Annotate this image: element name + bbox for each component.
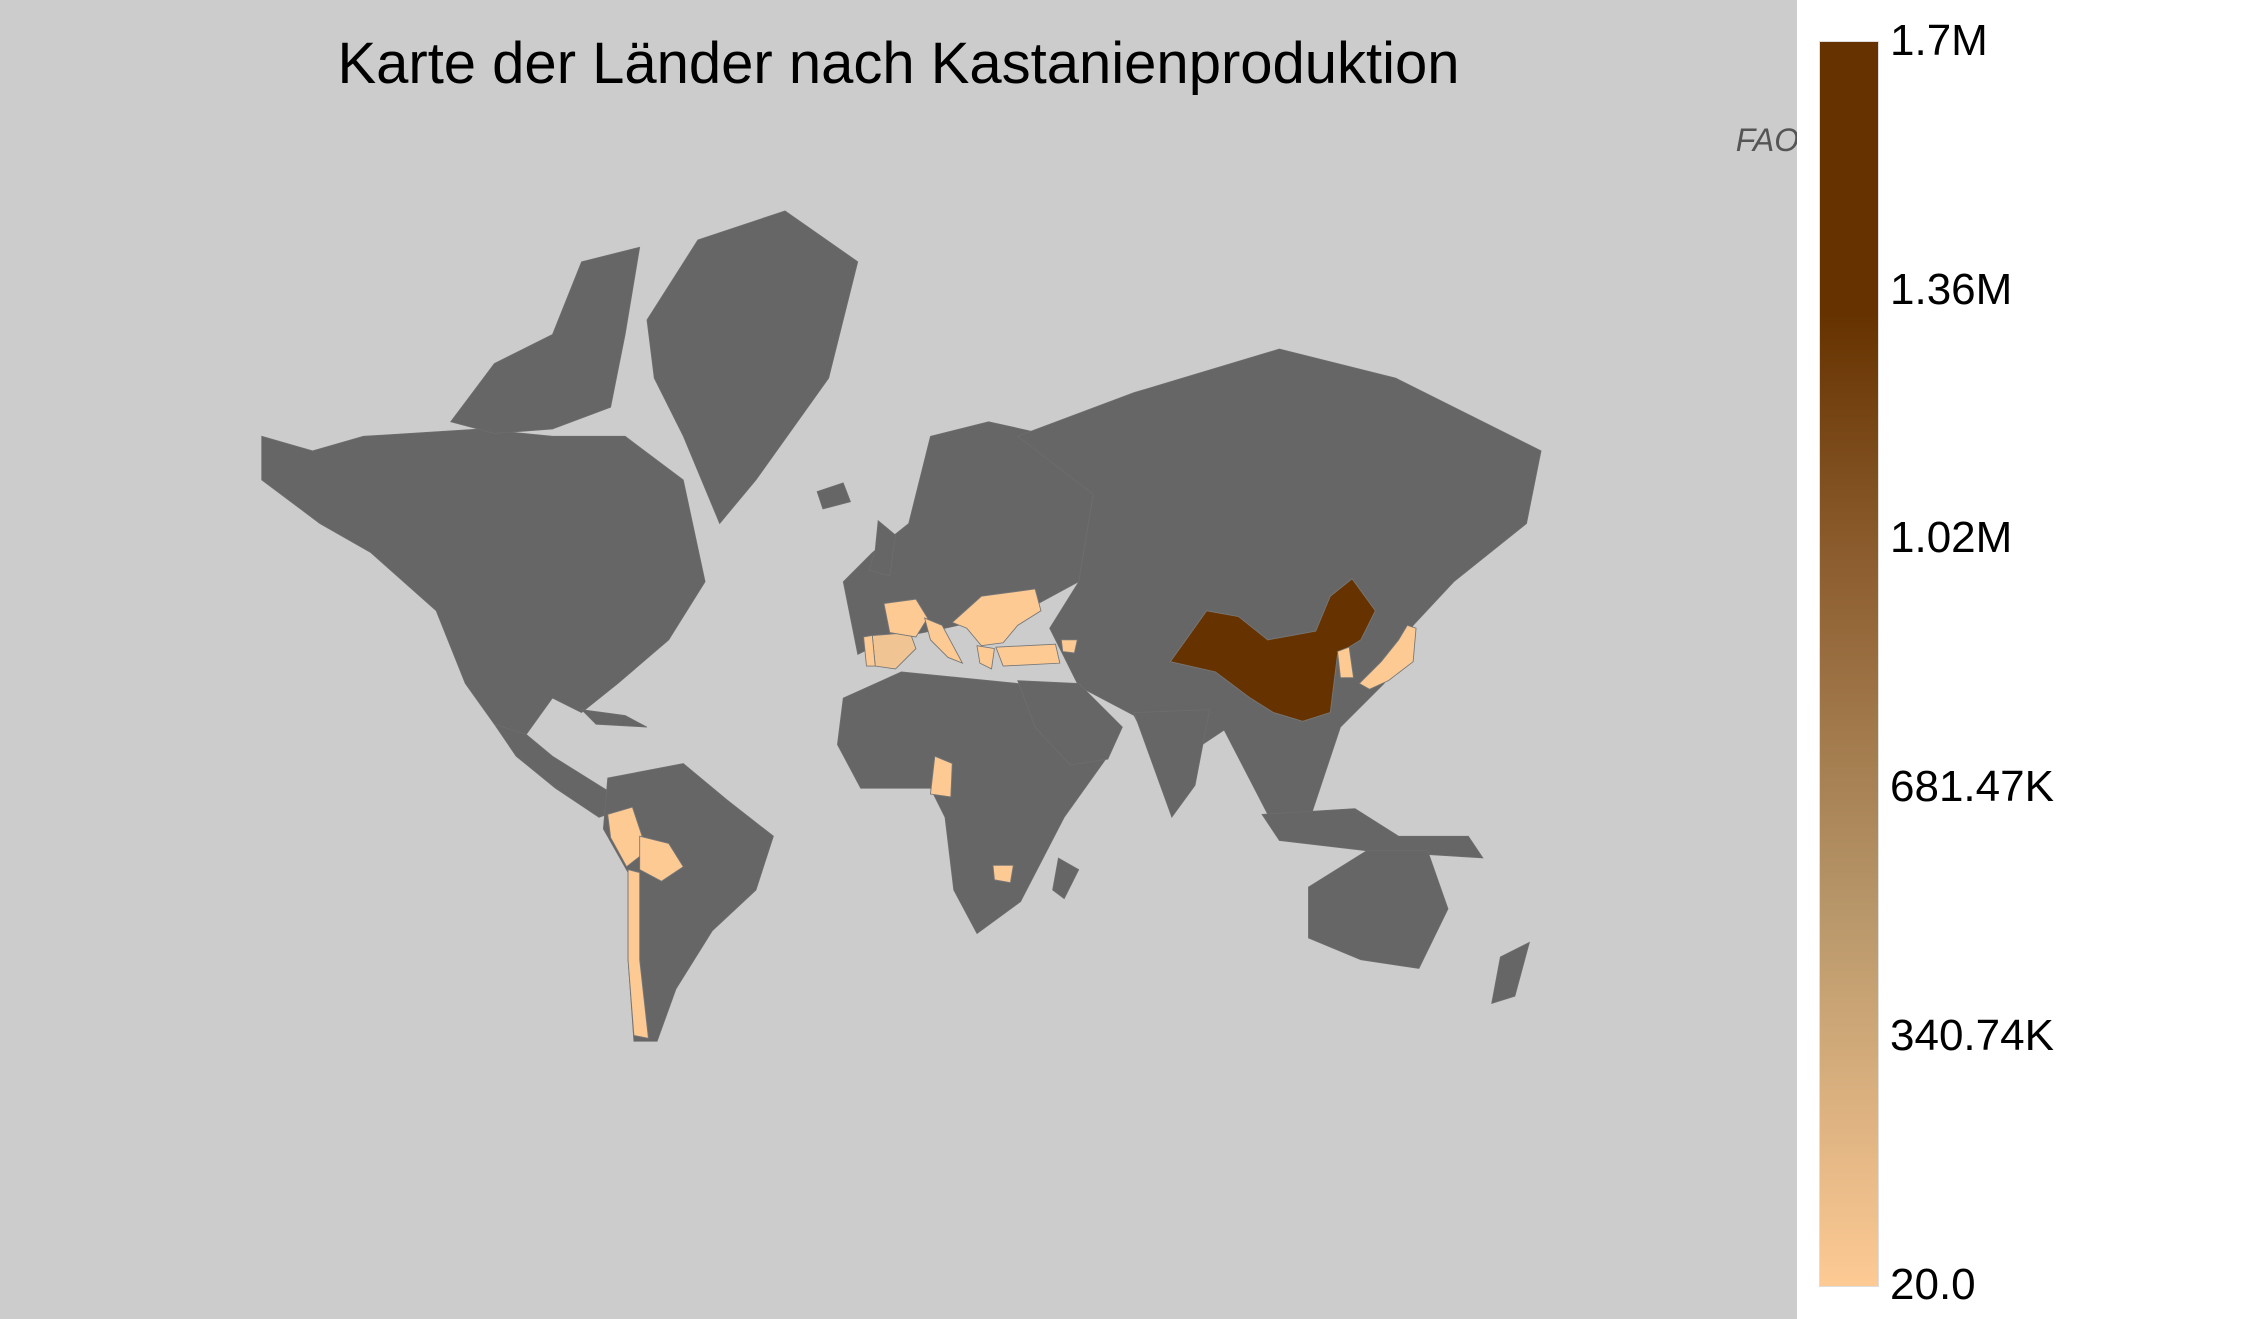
country-greece [976, 645, 995, 670]
country-zimbabwe [992, 864, 1014, 884]
map-title: Karte der Länder nach Kastanienproduktio… [337, 31, 1460, 96]
land-southeast-asia-islands [1261, 808, 1484, 859]
country-azerbaijan [1060, 639, 1078, 654]
land-caribbean [580, 709, 648, 728]
land-uk [868, 519, 896, 577]
country-balkans-ukraine [951, 588, 1042, 647]
country-italy [923, 617, 964, 664]
colorbar-gradient [1819, 41, 1879, 1287]
country-peru [607, 806, 648, 868]
land-iceland [816, 482, 851, 510]
land-new-zealand [1491, 941, 1531, 1004]
country-portugal [863, 634, 876, 667]
colorbar-tick: 1.36M [1890, 265, 2013, 314]
country-japan [1358, 624, 1417, 690]
land-greenland [646, 210, 859, 525]
land-madagascar [1052, 857, 1080, 900]
land-asia [1016, 348, 1542, 815]
country-cameroon [929, 755, 953, 798]
colorbar-tick: 20.0 [1890, 1260, 1976, 1309]
country-spain [871, 632, 917, 670]
country-france [883, 598, 929, 638]
country-bolivia [639, 835, 684, 882]
land-arctic-islands [450, 246, 641, 434]
colorbar-tick: 1.02M [1890, 513, 2013, 562]
country-chile [627, 869, 649, 1039]
colorbar-tick: 681.47K [1890, 762, 2054, 811]
country-korea [1337, 646, 1355, 679]
colorbar-tick: 340.74K [1890, 1011, 2054, 1060]
land-arabia [1017, 680, 1123, 766]
land-australia [1308, 850, 1449, 969]
colorbar-legend: 1.7M 1.36M 1.02M 681.47K 340.74K 20.0 [1797, 0, 2268, 1319]
country-turkey [995, 643, 1061, 667]
land-india [1133, 709, 1211, 819]
land-north-america [261, 428, 706, 735]
country-china [1169, 578, 1376, 722]
colorbar-tick: 1.7M [1890, 16, 1988, 65]
